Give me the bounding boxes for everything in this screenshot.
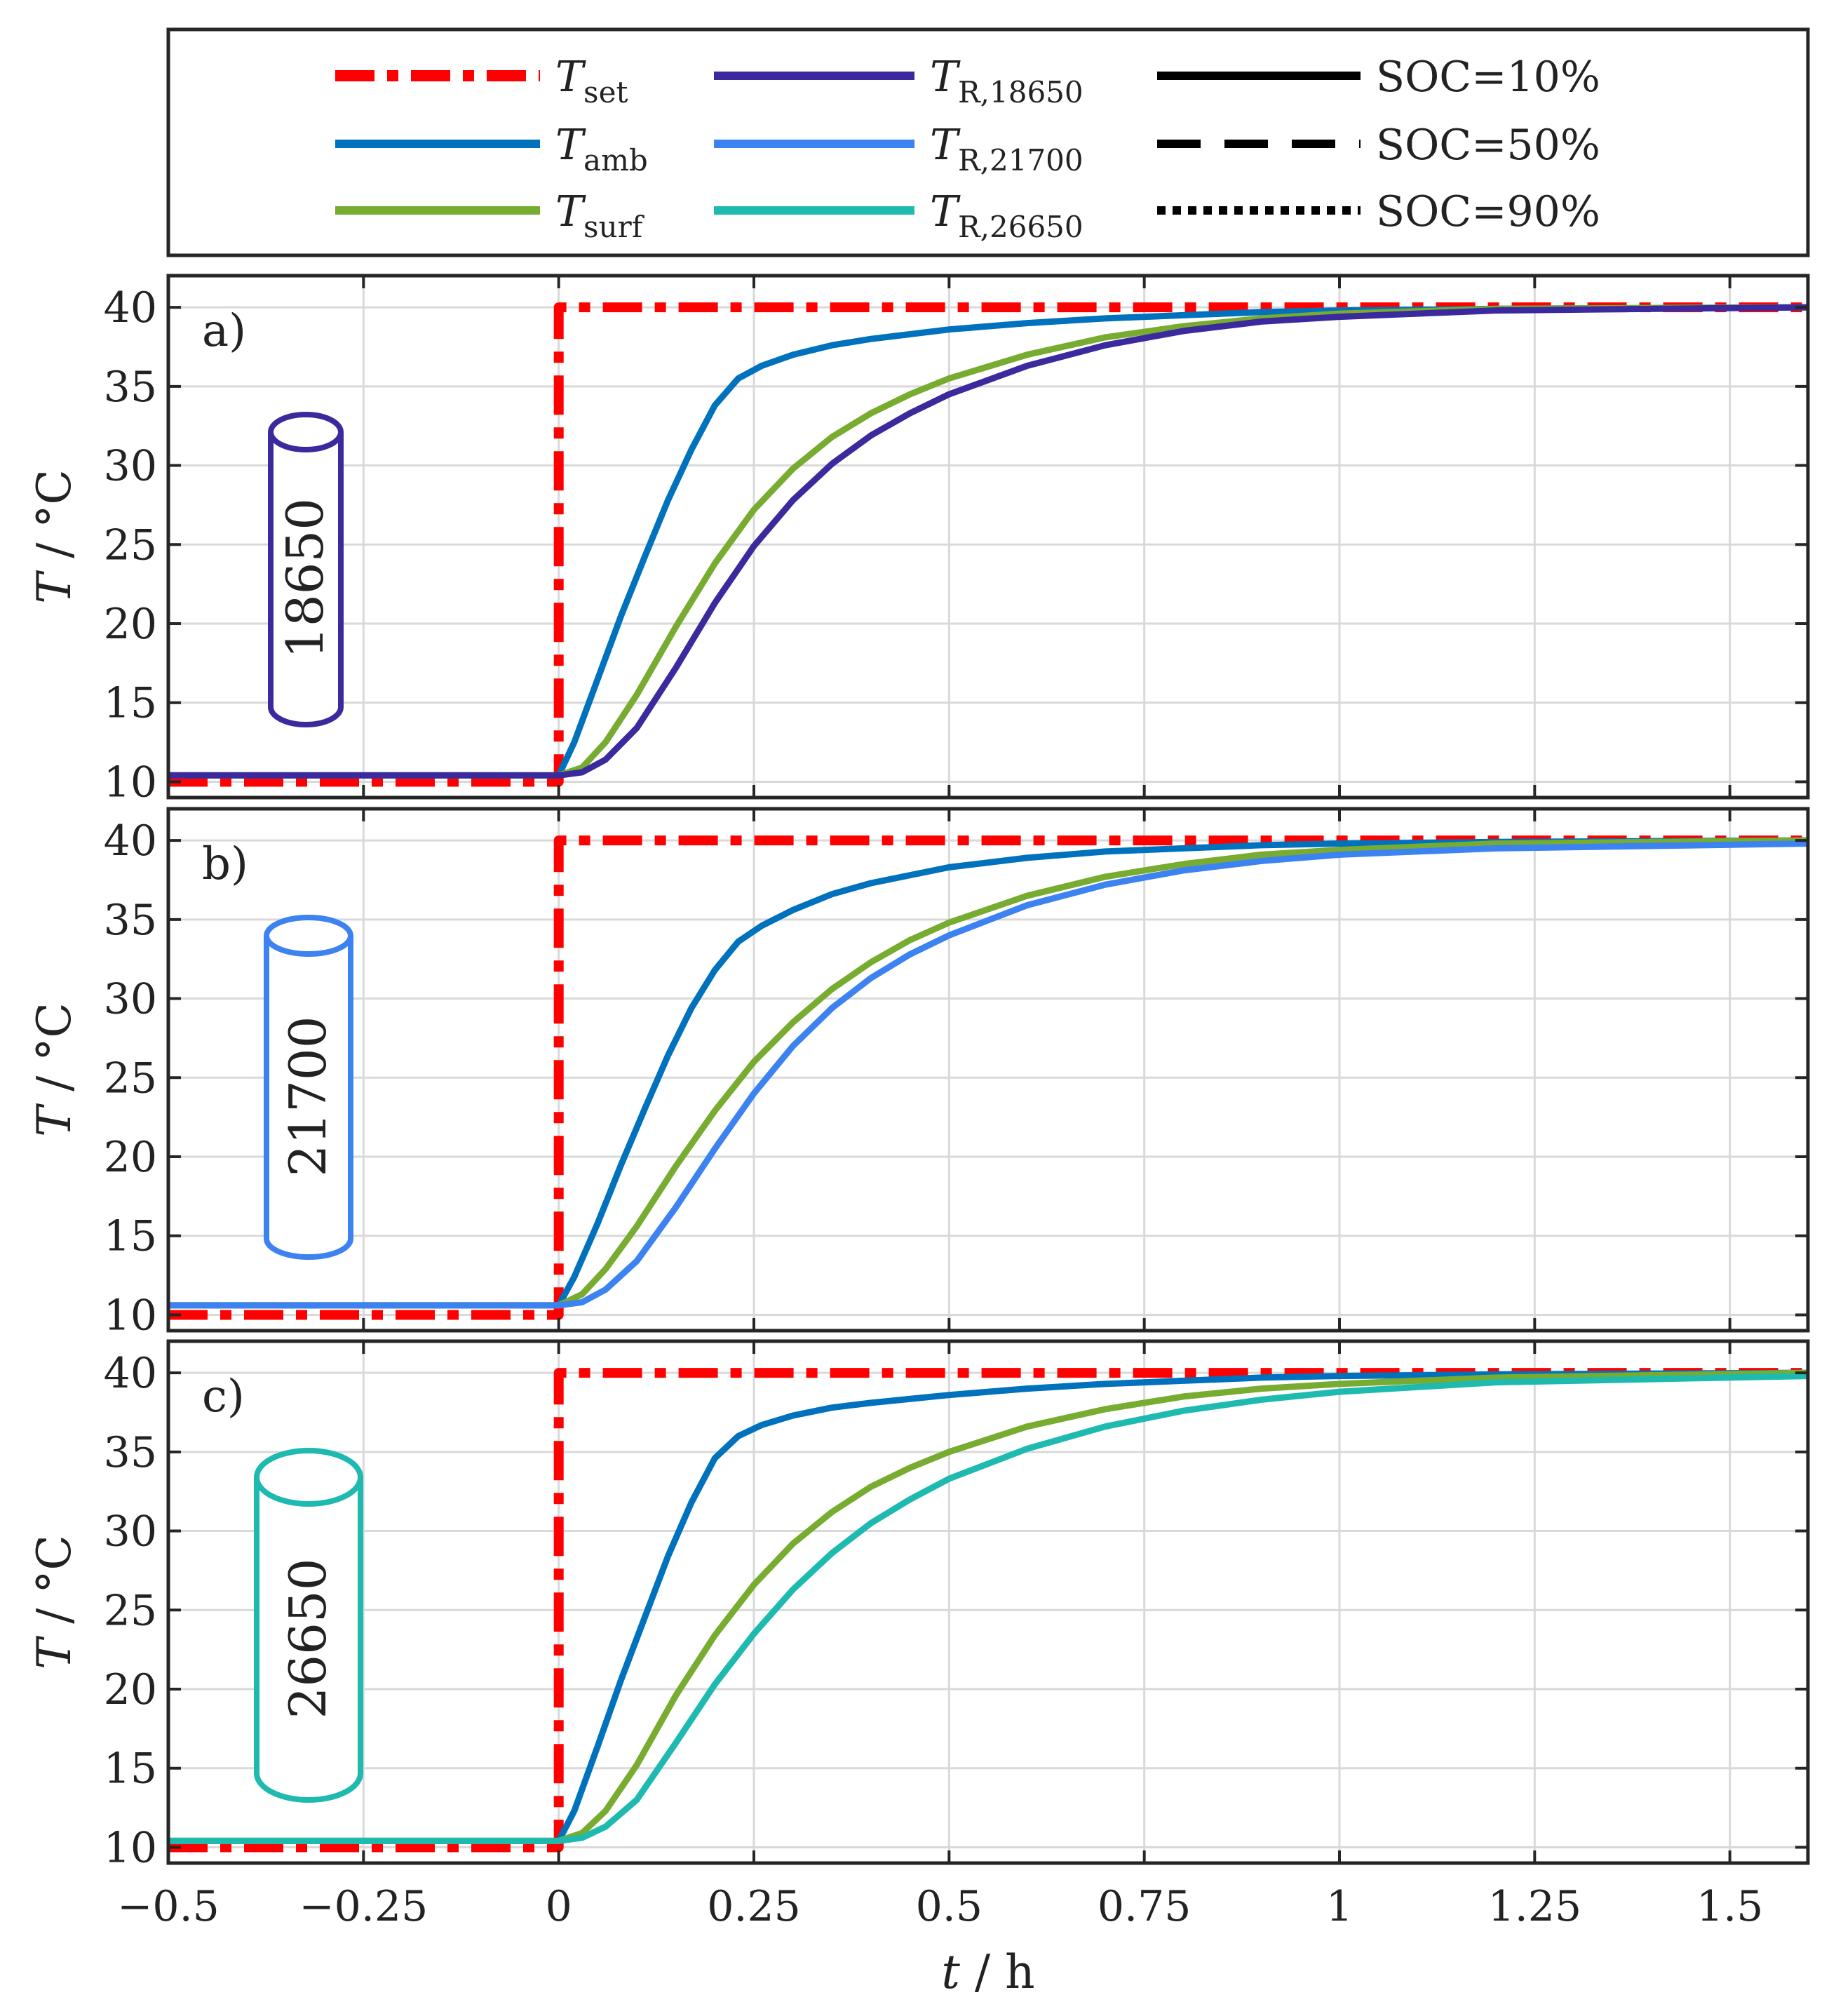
x-tick-label: 0.25 (707, 1882, 801, 1931)
x-tick-label: 0.5 (916, 1882, 983, 1931)
y-tick-label: 15 (104, 1212, 157, 1261)
y-tick-label: 20 (104, 600, 157, 649)
cylinder-top (264, 915, 353, 957)
panel-label: b) (202, 838, 248, 890)
legend-label-t-r-26650: TR,26650 (930, 187, 1083, 244)
series-line-t-r-26650 (168, 1373, 1808, 1844)
cylinder-body (254, 1477, 363, 1803)
legend-label-soc50: SOC=50% (1376, 121, 1600, 170)
cell-cylinder-icon: 26650 (254, 1448, 363, 1803)
series-line-t-amb (168, 1369, 1808, 1844)
y-tick-label: 30 (104, 1507, 157, 1557)
series-line-t-surf (168, 304, 1808, 779)
plot-area (168, 809, 1808, 1331)
x-axis-title: t / h (941, 1945, 1034, 1999)
y-tick-label: 15 (104, 1745, 157, 1794)
legend-label-t-r-18650: TR,18650 (930, 53, 1083, 109)
x-tick-label: 1.25 (1488, 1882, 1582, 1931)
y-tick-label: 10 (104, 1823, 157, 1872)
x-tick-label: −0.25 (299, 1882, 428, 1931)
cell-cylinder-icon: 18650 (268, 412, 344, 727)
x-tick-label: −0.5 (117, 1882, 220, 1931)
series-group (168, 302, 1808, 787)
legend: Tset Tamb Tsurf TR,18650 TR,21700 TR,26650 SOC… (166, 27, 1810, 257)
legend-label-t-set: Tset (555, 53, 628, 109)
panel-b: 10 15 20 25 30 35 40 T / °C b) 21700 (27, 807, 1810, 1340)
y-tick-label: 40 (104, 1349, 157, 1398)
axes-frame (166, 1339, 1810, 1865)
cell-label: 26650 (278, 1558, 337, 1719)
y-tick-label: 10 (104, 758, 157, 807)
y-tick-label: 40 (104, 817, 157, 866)
legend-label-t-surf: Tsurf (555, 187, 645, 244)
legend-label-t-r-21700: TR,21700 (930, 121, 1083, 177)
series-line-t-surf (168, 1369, 1808, 1844)
plot-area (168, 276, 1808, 798)
series-group (168, 1368, 1808, 1853)
panel-a: 10 15 20 25 30 35 40 T / °C a) 18650 (27, 274, 1810, 807)
y-tick-label: 35 (104, 1428, 157, 1477)
panel-label: c) (202, 1371, 245, 1423)
y-axis-title: T / °C (27, 1535, 81, 1669)
cylinder-top (254, 1448, 363, 1507)
series-line-t-r-21700 (168, 840, 1808, 1309)
panel-c: 10 15 20 25 30 35 40 −0.5 −0.25 0 0.25 0.5 0.75 1 1.25… (27, 1339, 1810, 1999)
x-tick-label: 0 (546, 1882, 572, 1931)
y-axis-title: T / °C (27, 469, 81, 604)
cell-label: 18650 (276, 498, 335, 659)
y-tick-label: 20 (104, 1665, 157, 1714)
legend-label-soc90: SOC=90% (1376, 187, 1600, 236)
legend-label-soc10: SOC=10% (1376, 53, 1600, 102)
series-line-t-set (168, 835, 1808, 1320)
series-line-t-amb (168, 837, 1808, 1309)
y-tick-label: 20 (104, 1133, 157, 1182)
x-tick-label: 1.5 (1696, 1882, 1763, 1931)
cell-cylinder-icon: 21700 (264, 915, 353, 1260)
x-tick-label: 1 (1326, 1882, 1353, 1931)
plot-area (168, 1341, 1808, 1863)
series-group (168, 835, 1808, 1320)
y-tick-label: 25 (104, 520, 157, 570)
series-line-t-surf (168, 837, 1808, 1309)
y-tick-label: 35 (104, 896, 157, 945)
panel-label: a) (202, 305, 246, 357)
y-tick-label: 30 (104, 975, 157, 1024)
series-line-t-r-18650 (168, 304, 1808, 779)
axes-frame (166, 807, 1810, 1333)
y-axis-title: T / °C (27, 1002, 81, 1137)
legend-label-t-amb: Tamb (555, 121, 648, 177)
series-line-t-amb (168, 304, 1808, 779)
y-tick-label: 25 (104, 1586, 157, 1635)
x-tick-label: 0.75 (1098, 1882, 1191, 1931)
y-tick-label: 30 (104, 442, 157, 491)
y-tick-label: 35 (104, 363, 157, 412)
cell-label: 21700 (278, 1016, 337, 1176)
cylinder-body (264, 936, 353, 1260)
y-tick-label: 15 (104, 679, 157, 728)
y-tick-label: 40 (104, 283, 157, 332)
series-line-t-set (168, 1368, 1808, 1853)
series-line-t-set (168, 302, 1808, 787)
axes-frame (166, 274, 1810, 800)
cylinder-top (268, 412, 344, 452)
y-tick-label: 10 (104, 1291, 157, 1340)
y-tick-label: 25 (104, 1054, 157, 1103)
cylinder-body (268, 432, 344, 727)
